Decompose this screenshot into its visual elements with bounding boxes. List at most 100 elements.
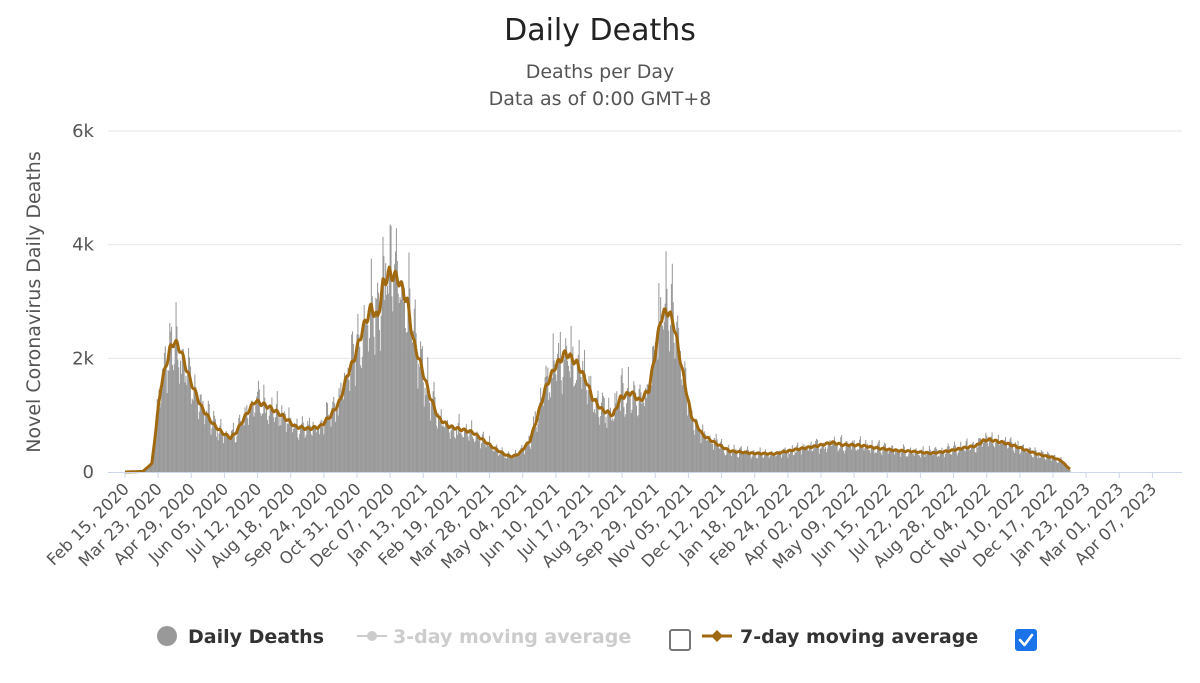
daily-deaths-bar [348, 380, 350, 472]
daily-deaths-bar [438, 420, 440, 472]
daily-deaths-bar [228, 437, 230, 472]
daily-deaths-bar [651, 385, 653, 472]
legend-item-3day-average[interactable]: 3-day moving average [357, 626, 631, 648]
daily-deaths-bar [549, 397, 552, 472]
daily-deaths-bar [480, 443, 483, 472]
daily-deaths-bar [413, 308, 415, 472]
daily-deaths-bar [210, 434, 212, 472]
daily-deaths-bar [440, 409, 442, 472]
chart-subtitle: Deaths per Day [526, 61, 675, 83]
daily-deaths-bar [401, 280, 403, 472]
daily-deaths-bar [429, 420, 431, 472]
daily-deaths-bar [273, 417, 275, 472]
daily-deaths-bar [839, 448, 841, 472]
ma7-checkbox[interactable] [1015, 629, 1037, 651]
daily-deaths-bar [579, 374, 581, 472]
daily-deaths-bar [904, 450, 906, 472]
daily-deaths-bar [996, 441, 998, 472]
daily-deaths-bar [310, 434, 312, 472]
daily-deaths-bar [825, 452, 827, 472]
daily-deaths-bar [267, 423, 269, 472]
daily-deaths-bar [623, 407, 625, 472]
daily-deaths-bar [377, 282, 379, 472]
daily-deaths-bar [229, 440, 231, 472]
daily-deaths-bar [458, 413, 460, 472]
daily-deaths-bar [1023, 449, 1025, 472]
daily-deaths-bar [175, 302, 177, 472]
daily-deaths-bar [367, 324, 369, 472]
daily-deaths-bar [418, 363, 420, 472]
daily-deaths-bar [544, 377, 546, 472]
daily-deaths-bar [376, 299, 378, 472]
daily-deaths-bar [936, 456, 938, 472]
daily-deaths-bar [459, 433, 461, 472]
daily-deaths-bar [670, 283, 672, 472]
daily-deaths-bar [892, 445, 894, 472]
daily-deaths-bar [814, 444, 816, 472]
daily-deaths-bar [547, 367, 549, 472]
daily-deaths-bar [455, 429, 457, 472]
daily-deaths-bar [479, 435, 481, 472]
daily-deaths-bar [1003, 441, 1005, 472]
daily-deaths-bar [353, 359, 355, 472]
daily-deaths-bar [282, 414, 284, 472]
daily-deaths-bar [1018, 448, 1020, 472]
daily-deaths-bar [969, 450, 971, 472]
daily-deaths-bar [1043, 454, 1045, 472]
daily-deaths-bar [1047, 451, 1049, 472]
daily-deaths-bar [515, 450, 517, 472]
daily-deaths-bar [248, 424, 250, 472]
daily-deaths-bar [176, 326, 178, 472]
daily-deaths-bar [671, 263, 673, 472]
daily-deaths-bar [359, 346, 361, 472]
daily-deaths-bar [951, 454, 953, 472]
daily-deaths-bar [859, 436, 861, 472]
daily-deaths-bar [1024, 451, 1026, 472]
daily-deaths-bar [806, 449, 808, 472]
daily-deaths-bar [677, 315, 679, 472]
daily-deaths-bar [524, 447, 526, 472]
daily-deaths-bar [954, 445, 956, 472]
daily-deaths-bar [715, 433, 717, 472]
daily-deaths-bar [990, 436, 992, 472]
daily-deaths-bar [445, 423, 447, 472]
legend-item-7day-average[interactable]: 7-day moving average [702, 626, 978, 648]
daily-deaths-bar [370, 258, 372, 472]
daily-deaths-bar [269, 408, 271, 472]
daily-deaths-bar [704, 434, 706, 472]
daily-deaths-bar [562, 376, 564, 472]
daily-deaths-bar [693, 430, 695, 472]
daily-deaths-bar [338, 388, 340, 472]
daily-deaths-bar [768, 458, 770, 472]
daily-deaths-bar [764, 454, 766, 472]
daily-deaths-bar [369, 303, 371, 472]
daily-deaths-bar [1019, 454, 1021, 472]
daily-deaths-bar [1033, 453, 1035, 472]
ma3-checkbox[interactable] [669, 629, 691, 651]
daily-deaths-bar [1034, 447, 1036, 472]
daily-deaths-bar [250, 400, 252, 472]
daily-deaths-bar [888, 451, 890, 472]
daily-deaths-bar [276, 391, 278, 472]
daily-deaths-bar [337, 415, 339, 472]
daily-deaths-bar [816, 438, 818, 472]
daily-deaths-bar [487, 445, 489, 472]
daily-deaths-bar [948, 446, 950, 472]
daily-deaths-bar [870, 445, 872, 472]
daily-deaths-bar [443, 426, 445, 472]
daily-deaths-bar [586, 404, 588, 472]
daily-deaths-bar [805, 449, 807, 472]
daily-deaths-bar [582, 360, 584, 472]
daily-deaths-bar [355, 356, 357, 472]
y-axis-label: Novel Coronavirus Daily Deaths [23, 151, 45, 452]
daily-deaths-bar [686, 387, 688, 472]
daily-deaths-bar [460, 429, 462, 472]
daily-deaths-bar [625, 414, 627, 472]
legend-item-daily-deaths[interactable]: Daily Deaths [157, 626, 324, 648]
daily-deaths-bar [1025, 451, 1027, 472]
daily-deaths-bar [572, 346, 574, 472]
daily-deaths-bar [194, 374, 196, 472]
daily-deaths-bar [706, 439, 708, 472]
daily-deaths-bar [819, 448, 821, 472]
daily-deaths-bar [161, 385, 163, 472]
